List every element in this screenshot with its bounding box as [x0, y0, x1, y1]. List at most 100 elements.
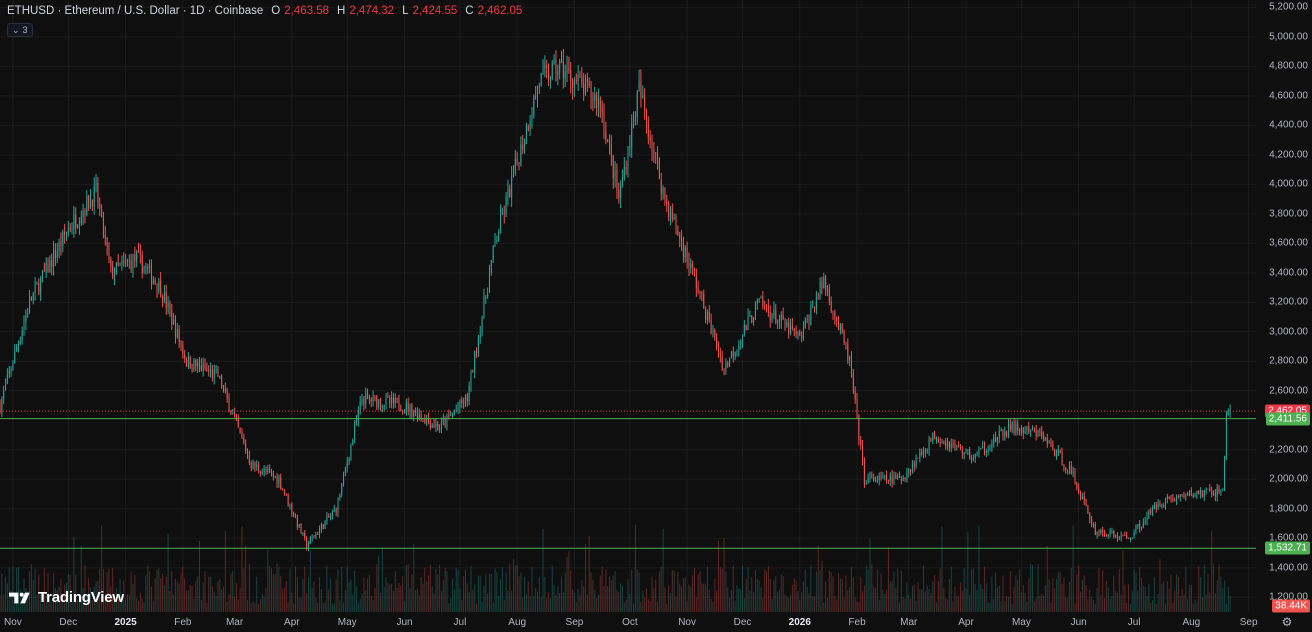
candle-body: [187, 356, 189, 367]
volume-bar: [398, 582, 400, 612]
volume-bar: [102, 568, 104, 612]
volume-bar: [1013, 587, 1015, 612]
candle-body: [1041, 431, 1043, 437]
volume-bar: [954, 587, 956, 612]
price-tick-label: 3,000.00: [1269, 326, 1308, 338]
volume-bar: [226, 601, 228, 612]
volume-bar: [810, 564, 812, 612]
volume-bar: [719, 567, 721, 612]
candle-body: [435, 423, 437, 427]
volume-bar: [306, 592, 308, 612]
volume-bar: [324, 602, 326, 612]
candle-body: [239, 427, 241, 433]
volume-bar: [1100, 595, 1102, 612]
volume-bar: [669, 592, 671, 612]
volume-bar: [921, 589, 923, 612]
volume-bar: [701, 583, 703, 612]
volume-bar: [5, 576, 7, 612]
candle-body: [195, 359, 197, 367]
volume-bar: [422, 584, 424, 612]
volume-bar: [525, 594, 527, 612]
candle-body: [271, 471, 273, 474]
candle-body: [1201, 490, 1203, 497]
candle-body: [573, 79, 575, 88]
volume-bar: [714, 578, 716, 612]
indicators-toggle-button[interactable]: ⌄ 3: [7, 23, 33, 37]
candle-body: [585, 78, 587, 94]
volume-bar: [1166, 581, 1168, 612]
volume-bar: [553, 584, 555, 612]
candle-body: [30, 297, 32, 301]
candle-body: [862, 445, 864, 461]
volume-bar: [73, 536, 75, 612]
gear-icon[interactable]: ⚙: [1281, 615, 1293, 629]
volume-bar: [1205, 594, 1207, 612]
candle-body: [991, 444, 993, 449]
volume-bar: [777, 591, 779, 612]
volume-bar: [950, 566, 952, 612]
candle-body: [370, 398, 372, 402]
price-chart[interactable]: [0, 0, 1256, 612]
volume-bar: [1207, 574, 1209, 612]
volume-bar: [41, 603, 43, 612]
candle-body: [204, 364, 206, 370]
candle-body: [760, 296, 762, 299]
tradingview-logo[interactable]: TradingView: [9, 589, 124, 606]
candle-body: [629, 146, 631, 149]
volume-bar: [1211, 530, 1213, 612]
volume-bar: [544, 576, 546, 612]
candle-body: [91, 199, 93, 207]
candle-body: [228, 398, 230, 412]
volume-bar: [234, 596, 236, 612]
candle-body: [263, 468, 265, 472]
volume-bar: [1222, 587, 1224, 612]
candle-body: [193, 359, 195, 370]
volume-bar: [830, 571, 832, 612]
volume-bar: [548, 592, 550, 612]
candle-body: [754, 303, 756, 320]
candle-body: [956, 445, 958, 447]
volume-bar: [1172, 603, 1174, 612]
candle-body: [664, 187, 666, 200]
candle-body: [889, 475, 891, 482]
volume-bar: [1161, 584, 1163, 612]
volume-bar: [801, 591, 803, 612]
volume-bar: [891, 581, 893, 612]
volume-bar: [222, 586, 225, 612]
volume-bar: [125, 599, 127, 612]
volume-bar: [1, 573, 3, 612]
price-axis[interactable]: 5,200.00 5,000.00 4,800.00 4,600.00 4,400.00…: [1256, 0, 1312, 613]
candle-body: [1068, 465, 1070, 470]
candle-body: [125, 260, 127, 262]
candle-body: [801, 335, 803, 339]
volume-bar: [743, 597, 745, 612]
candle-body: [843, 331, 845, 344]
volume-bar: [1115, 590, 1117, 612]
volume-bar: [839, 578, 841, 612]
candle-body: [845, 343, 847, 345]
volume-bar: [976, 589, 978, 612]
candle-body: [169, 302, 171, 311]
candle-body: [289, 504, 291, 506]
volume-bar: [740, 589, 742, 612]
volume-bar: [819, 569, 821, 612]
candle-body: [915, 457, 917, 467]
time-axis[interactable]: Nov Dec 2025 Feb Mar Apr May Jun Jul Aug Sep Oct Nov…: [0, 612, 1258, 632]
volume-bar: [681, 586, 683, 612]
volume-bar: [1004, 601, 1006, 612]
candle-body: [880, 475, 882, 478]
volume-bar: [426, 581, 428, 612]
horizontal-lines[interactable]: [0, 410, 1256, 549]
volume-bar: [1067, 597, 1069, 612]
volume-bar: [860, 577, 862, 612]
candle-body: [14, 350, 16, 364]
symbol-title[interactable]: ETHUSD · Ethereum / U.S. Dollar · 1D · C…: [7, 5, 264, 17]
volume-bar: [1007, 596, 1010, 612]
candle-body: [343, 472, 345, 484]
volume-bar: [62, 598, 64, 612]
volume-bar: [1024, 593, 1026, 612]
candle-body: [642, 96, 644, 98]
volume-bar: [1000, 601, 1002, 612]
candle-body: [758, 298, 760, 301]
chart-pane[interactable]: ETHUSD · Ethereum / U.S. Dollar · 1D · C…: [0, 0, 1256, 612]
